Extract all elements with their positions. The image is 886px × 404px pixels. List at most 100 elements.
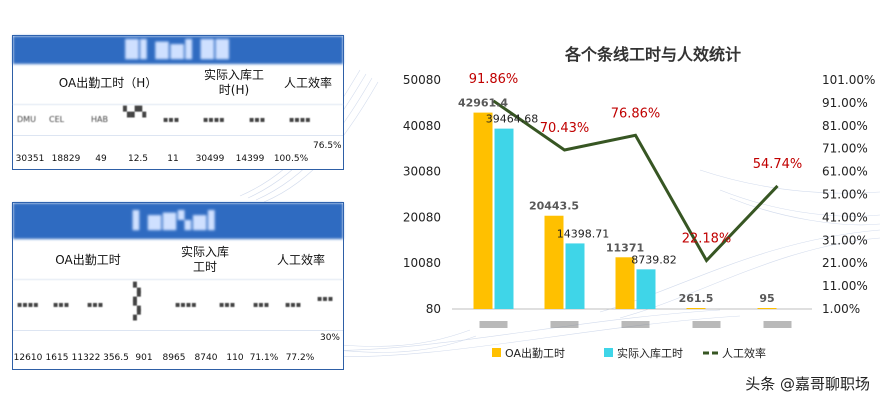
bar-oa-value-label: 261.5 (679, 292, 714, 305)
table-1-header-oa: OA出勤工时（H） (58, 76, 158, 90)
y-tick-label: 10080 (403, 256, 441, 270)
bar-actual-value-label: 39464.68 (486, 113, 539, 126)
table-1-cell: 30499 (195, 154, 225, 164)
x-category-label-obscured (550, 321, 579, 328)
table-2-cell: 8965 (162, 353, 186, 363)
bar-oa-value-label: 42961.4 (458, 97, 508, 110)
line-efficiency-value-label: 54.74% (753, 157, 803, 172)
table-1-header-row: OA出勤工时（H） 实际入库工时(H) 人工效率 (13, 64, 343, 104)
watermark: 头条 @嘉哥聊职场 (745, 375, 870, 393)
table-2-cell: 12610 (13, 353, 43, 363)
y2-tick-label: 21.00% (822, 256, 868, 270)
bar-oa-value-label: 11371 (606, 241, 644, 254)
bar-oa (544, 215, 564, 309)
table-2-cell: 356.5 (103, 353, 129, 363)
x-category-label-obscured (479, 321, 508, 328)
table-1-cell: 76.5% (313, 141, 342, 151)
table-1-cell: 49 (95, 154, 107, 164)
bar-actual (494, 128, 514, 309)
y2-tick-label: 11.00% (822, 279, 868, 293)
bar-oa (615, 257, 635, 309)
table-2-header-row: OA出勤工时 实际入库工时 人工效率 (13, 239, 343, 279)
summary-table-2: ▌▆▇▚▆▌ OA出勤工时 实际入库工时 人工效率 ▪▪▪▪ ▪▪▪ ▪▪▪ ▚… (12, 202, 344, 370)
chart-title: 各个条线工时与人效统计 (564, 45, 741, 64)
y-tick-label: 20080 (403, 210, 441, 224)
table-2-subheader-obscured: ▪▪▪ (219, 300, 236, 309)
y2-tick-label: 61.00% (822, 165, 868, 179)
bar-oa-value-label: 20443.5 (529, 200, 579, 213)
table-1-cell: 12.5 (127, 154, 149, 164)
table-2-cell: 11322 (71, 353, 101, 363)
line-efficiency-value-label: 22.18% (682, 231, 732, 246)
table-1-cell: 14399 (235, 154, 265, 164)
y-tick-label: 50080 (403, 73, 441, 87)
table-1-subheader-obscured: ▪▪▪▪ (289, 115, 311, 124)
bar-actual (636, 269, 656, 309)
table-1-subheader-obscured: ▚▞▚ (123, 107, 147, 118)
table-2-subheader-obscured: ▪▪▪ (285, 300, 302, 309)
y2-tick-label: 71.00% (822, 142, 868, 156)
table-2-title-obscured: ▌▆▇▚▆▌ (13, 203, 343, 239)
bar-oa (757, 308, 777, 309)
table-1-subheader-obscured: ▪▪▪ (163, 115, 180, 124)
table-2-subheader-obscured: ▪▪▪ (317, 294, 334, 303)
table-1-cell: 18829 (51, 154, 81, 164)
table-1-cell: 11 (167, 154, 179, 164)
bar-oa-value-label: 95 (759, 292, 774, 305)
bar-oa (686, 308, 706, 309)
line-efficiency (492, 99, 779, 263)
table-2-subheader-obscured: ▚ ▞ ▚ ▞ (133, 283, 141, 321)
table-2-header-actual: 实际入库工时 (180, 245, 229, 274)
table-2-subheader-obscured: ▪▪▪ (53, 300, 70, 309)
bar-oa (473, 112, 493, 310)
legend-label: 人工效率 (722, 346, 766, 360)
y-tick-label: 80 (426, 302, 441, 316)
y2-tick-label: 31.00% (822, 233, 868, 247)
table-2-cell: 77.2% (285, 353, 315, 363)
x-category-label-obscured (621, 321, 650, 328)
summary-table-1: █▌▇▆▌██ OA出勤工时（H） 实际入库工时(H) 人工效率 DMU CEL… (12, 35, 344, 170)
table-2-subheader-obscured: ▪▪▪ (87, 300, 104, 309)
table-1-subheader-row: DMU CEL HAB ▚▞▚ ▪▪▪ ▪▪▪▪ ▪▪▪ ▪▪▪▪ (13, 104, 343, 135)
table-2-subheader-row: ▪▪▪▪ ▪▪▪ ▪▪▪ ▚ ▞ ▚ ▞ ▪▪▪▪ ▪▪▪ ▪▪▪ ▪▪▪ ▪▪▪ (13, 279, 343, 330)
legend-swatch (604, 348, 613, 357)
y2-tick-label: 91.00% (822, 96, 868, 110)
legend-swatch (492, 348, 501, 357)
table-2-cell: 110 (226, 353, 244, 363)
line-efficiency-value-label: 91.86% (469, 72, 519, 87)
line-efficiency-value-label: 76.86% (611, 106, 661, 121)
y2-tick-label: 41.00% (822, 210, 868, 224)
y2-tick-label: 101.00% (822, 73, 875, 87)
y2-tick-label: 1.00% (822, 302, 860, 316)
table-1-subheader: DMU (17, 115, 36, 124)
table-2-header-efficiency: 人工效率 (276, 253, 325, 267)
y2-tick-label: 51.00% (822, 188, 868, 202)
table-1-values-row: 30351 18829 49 12.5 11 30499 14399 100.5… (13, 135, 343, 169)
y-tick-label: 40080 (403, 119, 441, 133)
table-2-cell: 1615 (45, 353, 69, 363)
y2-tick-label: 81.00% (822, 119, 868, 133)
line-efficiency-value-label: 70.43% (540, 121, 590, 136)
x-category-label-obscured (692, 321, 721, 328)
table-2-subheader-obscured: ▪▪▪▪ (17, 300, 39, 309)
table-2-cell: 8740 (194, 353, 218, 363)
table-2-cell: 71.1% (249, 353, 279, 363)
table-2-header-oa: OA出勤工时 (55, 253, 121, 267)
bar-actual-value-label: 8739.82 (631, 253, 677, 266)
legend-label: OA出勤工时 (505, 346, 565, 360)
bar-actual-value-label: 14398.71 (557, 227, 610, 240)
x-category-label-obscured (763, 321, 792, 328)
bar-actual (565, 243, 585, 309)
table-1-subheader-obscured: ▪▪▪▪ (203, 115, 225, 124)
table-1-header-actual: 实际入库工时(H) (203, 68, 264, 97)
table-1-subheader: HAB (91, 115, 108, 124)
table-1-header-efficiency: 人工效率 (283, 76, 332, 90)
table-1-subheader: CEL (49, 115, 65, 124)
table-2-values-row: 12610 1615 11322 356.5 901 8965 8740 110… (13, 330, 343, 369)
table-1-cell: 30351 (15, 154, 45, 164)
table-1-title-obscured: █▌▇▆▌██ (13, 36, 343, 64)
legend-label: 实际入库工时 (617, 346, 683, 360)
table-2-subheader-obscured: ▪▪▪ (253, 300, 270, 309)
y-tick-label: 30080 (403, 165, 441, 179)
